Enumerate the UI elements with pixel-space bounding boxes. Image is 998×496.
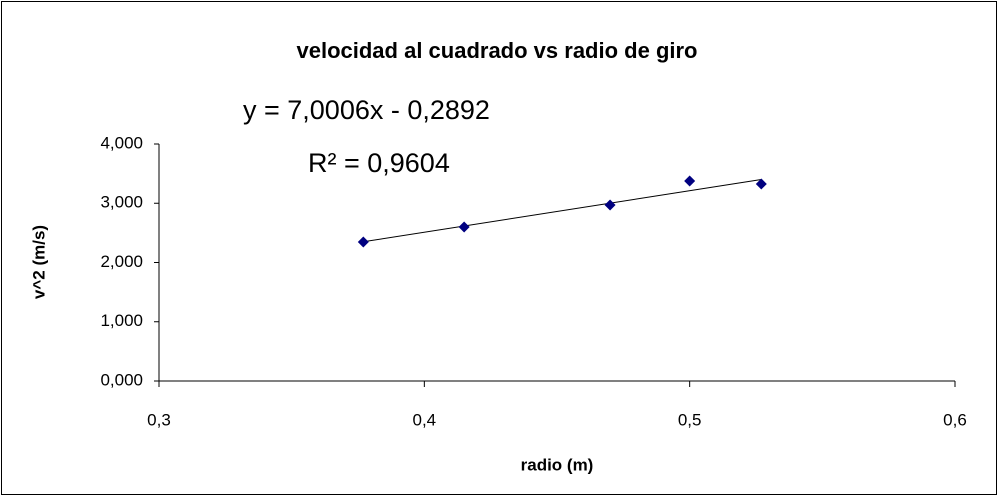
chart-title: velocidad al cuadrado vs radio de giro [296, 38, 697, 63]
y-tick-label: 0,000 [100, 370, 143, 389]
y-axis-title: v^2 (m/s) [29, 225, 48, 299]
trendline [363, 179, 762, 243]
x-tick-label: 0,3 [147, 410, 171, 429]
x-tick-label: 0,5 [678, 410, 702, 429]
y-tick-label: 4,000 [100, 133, 143, 152]
data-point [755, 178, 767, 190]
x-tick-label: 0,6 [943, 410, 967, 429]
trend-equation: y = 7,0006x - 0,2892 [243, 95, 490, 125]
data-point [684, 175, 696, 187]
y-tick-label: 1,000 [100, 311, 143, 330]
x-tick-label: 0,4 [413, 410, 437, 429]
r-squared: R² = 0,9604 [308, 148, 450, 178]
y-tick-label: 3,000 [100, 193, 143, 212]
data-point [357, 236, 369, 248]
x-axis-title: radio (m) [521, 455, 594, 474]
data-point [604, 199, 616, 211]
data-point [458, 221, 470, 233]
y-tick-label: 2,000 [100, 252, 143, 271]
